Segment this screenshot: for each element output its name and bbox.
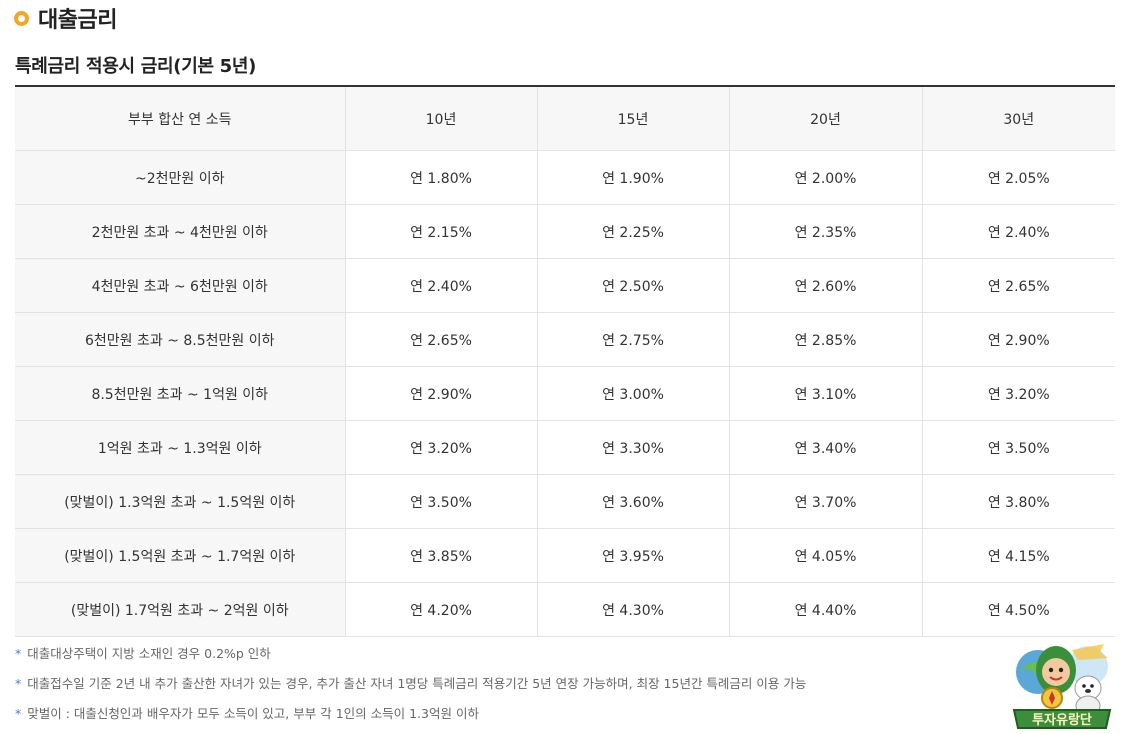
circle-bullet-icon bbox=[14, 10, 29, 26]
asterisk-marker: * bbox=[15, 706, 22, 721]
rate-cell: 연 1.90% bbox=[536, 150, 729, 205]
mascot-logo-icon: 투자유랑단 bbox=[1012, 644, 1112, 729]
table-row: (맞벌이) 1.7억원 초과 ~ 2억원 이하 연 4.20% 연 4.30% … bbox=[15, 582, 1115, 637]
income-bracket-cell: 2천만원 초과 ~ 4천만원 이하 bbox=[15, 204, 345, 259]
table-row: 8.5천만원 초과 ~ 1억원 이하 연 2.90% 연 3.00% 연 3.1… bbox=[15, 366, 1115, 421]
rate-cell: 연 2.50% bbox=[536, 258, 729, 313]
table-row: 6천만원 초과 ~ 8.5천만원 이하 연 2.65% 연 2.75% 연 2.… bbox=[15, 312, 1115, 367]
rate-cell: 연 3.70% bbox=[728, 474, 922, 529]
income-bracket-cell: (맞벌이) 1.7억원 초과 ~ 2억원 이하 bbox=[15, 582, 345, 637]
footnote-item: * 대출접수일 기준 2년 내 추가 출산한 자녀가 있는 경우, 추가 출산 자… bbox=[15, 674, 806, 704]
table-subtitle: 특례금리 적용시 금리(기본 5년) bbox=[15, 56, 257, 77]
table-header-row: 부부 합산 연 소득 10년 15년 20년 30년 bbox=[15, 86, 1115, 151]
rate-cell: 연 2.60% bbox=[728, 258, 922, 313]
rate-cell: 연 3.85% bbox=[344, 528, 537, 583]
table-row: (맞벌이) 1.3억원 초과 ~ 1.5억원 이하 연 3.50% 연 3.60… bbox=[15, 474, 1115, 529]
income-bracket-cell: ~2천만원 이하 bbox=[15, 150, 345, 205]
table-row: ~2천만원 이하 연 1.80% 연 1.90% 연 2.00% 연 2.05% bbox=[15, 150, 1115, 205]
column-header-10y: 10년 bbox=[344, 86, 537, 151]
column-header-20y: 20년 bbox=[728, 86, 922, 151]
rate-cell: 연 4.15% bbox=[921, 528, 1115, 583]
income-bracket-cell: (맞벌이) 1.3억원 초과 ~ 1.5억원 이하 bbox=[15, 474, 345, 529]
footnote-item: * 맞벌이 : 대출신청인과 배우자가 모두 소득이 있고, 부부 각 1인의 소… bbox=[15, 704, 806, 734]
rate-cell: 연 2.65% bbox=[921, 258, 1115, 313]
rate-cell: 연 3.80% bbox=[921, 474, 1115, 529]
rate-cell: 연 3.20% bbox=[921, 366, 1115, 421]
column-header-15y: 15년 bbox=[536, 86, 729, 151]
rate-cell: 연 2.40% bbox=[344, 258, 537, 313]
rate-cell: 연 3.50% bbox=[344, 474, 537, 529]
footnote-text: 대출대상주택이 지방 소재인 경우 0.2%p 인하 bbox=[27, 646, 271, 661]
asterisk-marker: * bbox=[15, 646, 22, 661]
page-title: 대출금리 bbox=[38, 8, 117, 33]
rate-cell: 연 4.30% bbox=[536, 582, 729, 637]
section-header: 대출금리 bbox=[14, 4, 117, 33]
rate-cell: 연 2.35% bbox=[728, 204, 922, 259]
income-bracket-cell: 1억원 초과 ~ 1.3억원 이하 bbox=[15, 420, 345, 475]
rate-cell: 연 2.90% bbox=[344, 366, 537, 421]
rate-cell: 연 2.25% bbox=[536, 204, 729, 259]
rate-cell: 연 3.50% bbox=[921, 420, 1115, 475]
income-bracket-cell: 8.5천만원 초과 ~ 1억원 이하 bbox=[15, 366, 345, 421]
column-header-income: 부부 합산 연 소득 bbox=[15, 86, 345, 151]
table-row: 4천만원 초과 ~ 6천만원 이하 연 2.40% 연 2.50% 연 2.60… bbox=[15, 258, 1115, 313]
rate-cell: 연 2.75% bbox=[536, 312, 729, 367]
footnotes: * 대출대상주택이 지방 소재인 경우 0.2%p 인하 * 대출접수일 기준 2년… bbox=[15, 644, 806, 734]
footnote-text: 대출접수일 기준 2년 내 추가 출산한 자녀가 있는 경우, 추가 출산 자녀… bbox=[27, 676, 807, 691]
table-row: 1억원 초과 ~ 1.3억원 이하 연 3.20% 연 3.30% 연 3.40… bbox=[15, 420, 1115, 475]
rate-cell: 연 4.05% bbox=[728, 528, 922, 583]
rate-cell: 연 2.85% bbox=[728, 312, 922, 367]
income-bracket-cell: 4천만원 초과 ~ 6천만원 이하 bbox=[15, 258, 345, 313]
rate-cell: 연 2.00% bbox=[728, 150, 922, 205]
column-header-30y: 30년 bbox=[921, 86, 1115, 151]
table-row: 2천만원 초과 ~ 4천만원 이하 연 2.15% 연 2.25% 연 2.35… bbox=[15, 204, 1115, 259]
rate-cell: 연 4.50% bbox=[921, 582, 1115, 637]
rate-cell: 연 3.40% bbox=[728, 420, 922, 475]
rate-cell: 연 4.40% bbox=[728, 582, 922, 637]
table-row: (맞벌이) 1.5억원 초과 ~ 1.7억원 이하 연 3.85% 연 3.95… bbox=[15, 528, 1115, 583]
income-bracket-cell: 6천만원 초과 ~ 8.5천만원 이하 bbox=[15, 312, 345, 367]
footnote-item: * 대출대상주택이 지방 소재인 경우 0.2%p 인하 bbox=[15, 644, 806, 674]
rate-cell: 연 3.95% bbox=[536, 528, 729, 583]
footnote-text: 맞벌이 : 대출신청인과 배우자가 모두 소득이 있고, 부부 각 1인의 소득… bbox=[27, 706, 479, 721]
rate-cell: 연 3.60% bbox=[536, 474, 729, 529]
income-bracket-cell: (맞벌이) 1.5억원 초과 ~ 1.7억원 이하 bbox=[15, 528, 345, 583]
rate-cell: 연 1.80% bbox=[344, 150, 537, 205]
rate-cell: 연 4.20% bbox=[344, 582, 537, 637]
rate-cell: 연 2.05% bbox=[921, 150, 1115, 205]
rate-cell: 연 2.90% bbox=[921, 312, 1115, 367]
asterisk-marker: * bbox=[15, 676, 22, 691]
rate-cell: 연 2.40% bbox=[921, 204, 1115, 259]
mascot-label: 투자유랑단 bbox=[1032, 712, 1092, 728]
rate-cell: 연 3.30% bbox=[536, 420, 729, 475]
rate-cell: 연 3.20% bbox=[344, 420, 537, 475]
rate-cell: 연 3.00% bbox=[536, 366, 729, 421]
rate-cell: 연 2.15% bbox=[344, 204, 537, 259]
rate-cell: 연 3.10% bbox=[728, 366, 922, 421]
interest-rate-table: 부부 합산 연 소득 10년 15년 20년 30년 ~2천만원 이하 연 1.… bbox=[15, 85, 1115, 637]
rate-cell: 연 2.65% bbox=[344, 312, 537, 367]
